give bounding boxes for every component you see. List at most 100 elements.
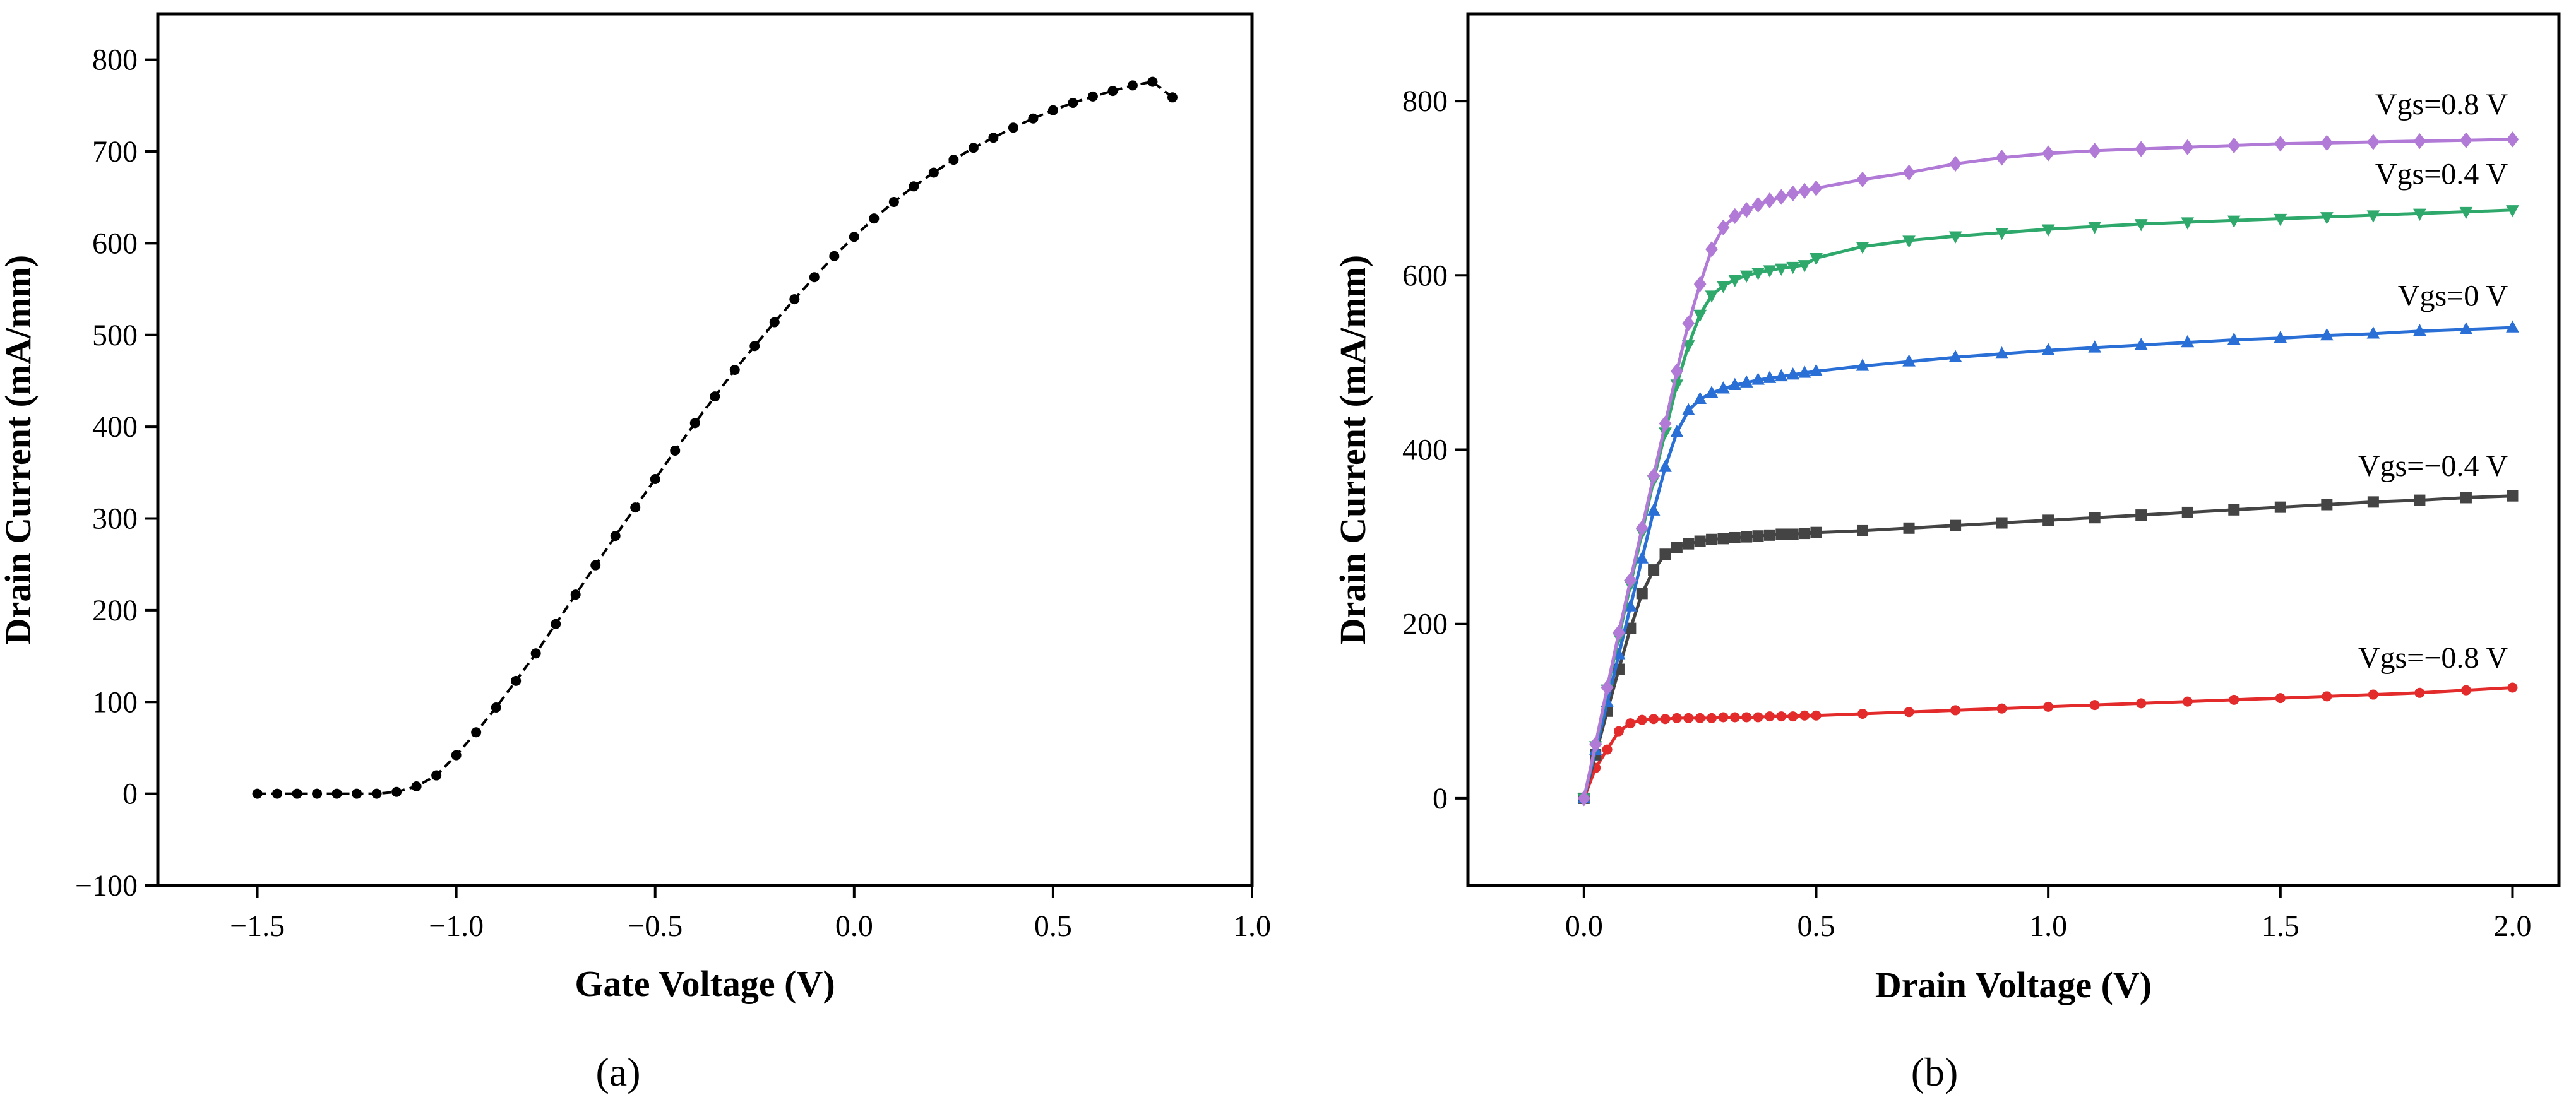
panel-b-series-3-point [2506,205,2519,218]
panel-b-series-1-point [1799,528,1811,540]
panel-b-series-1-point [2460,492,2472,504]
panel-a-series-0-point [551,619,561,629]
panel-b-series-2-point [1635,551,1649,564]
panel-b-series-4-point [2088,143,2101,159]
panel-a: −1.5 −1.0 −0.5 0.0 0.5 1.0 −100 0 100 200 300 400 50… [0,12,1271,1094]
panel-a-label: (a) [595,1050,640,1094]
panel-b-series-0-point [2414,687,2425,698]
panel-a-y-tick-label: 200 [92,594,138,627]
panel-b-series-1-point [1787,528,1799,540]
panel-a-series-0-point [769,317,780,328]
panel-b-series-1-point [1671,542,1683,554]
panel-b-y-axis-label: Drain Current (mA/mm) [1332,255,1373,644]
panel-a-series-0-point [371,788,382,799]
panel-b-series-2-point [1798,365,1811,378]
panel-b-series-1-point [1694,535,1706,547]
panel-a-series-0-point [948,155,959,165]
panel-b-y-tick-label: 400 [1402,434,1448,467]
panel-b-series-0-point [2507,682,2518,693]
panel-b-series-2-point [2366,326,2380,339]
panel-b-series-3-point [2134,219,2148,232]
panel-b-series-4-point [1786,185,1799,202]
panel-a-y-tick-label: 300 [92,502,138,536]
panel-b-series-4-point [1902,164,1916,181]
panel-b-series-2-point [2274,331,2287,343]
panel-b-series-1-point [1648,564,1660,576]
panel-b-series-3-point [1774,263,1788,276]
panel-b-series-4-point [1810,180,1823,196]
panel-b-series-4-point [2460,132,2472,148]
panel-a-series-line-0 [257,80,1174,795]
panel-b-series-2-point [2227,332,2241,345]
panel-b-series-1-point [2135,509,2147,521]
panel-b-series-4-point [1751,196,1765,213]
panel-b-series-3-point [1995,227,2008,240]
panel-a-series-0-point [909,181,919,192]
panel-a-y-axis-label: Drain Current (mA/mm) [0,255,39,644]
panel-b-x-tick-label: 2.0 [2493,909,2531,943]
panel-b-series-0-point [1613,726,1624,737]
panel-b-series-3-point [1705,290,1719,303]
panel-b-series-0-point [1857,708,1868,719]
panel-b-series-1-point [1729,531,1741,543]
panel-a-series-0-point [590,560,601,571]
panel-b-series-2-point [2041,343,2055,355]
panel-b-series-4-point [2506,131,2519,148]
panel-b-series-1-point [1903,522,1915,534]
panel-a-y-tick-label: 100 [92,685,138,719]
panel-b-series-0-point [1799,710,1810,721]
panel-b-series-3-point [2181,217,2195,230]
panel-b-series-4-point [1693,276,1707,292]
panel-b-series-2-point [2088,340,2102,353]
panel-b-x-tick-label: 1.5 [2262,909,2299,943]
panel-a-series-0-point [789,294,800,305]
panel-b-series-3-point [1717,281,1730,293]
panel-b-series-1-point [1810,526,1822,538]
panel-b-series-2-point [2181,334,2195,348]
panel-a-x-tick-label: 0.5 [1034,909,1072,943]
panel-a-series-0-point [1167,92,1178,103]
panel-a-series-0-point [729,365,740,376]
panel-b-series-0-point [1764,711,1775,722]
panel-b-series-0-point [1753,712,1763,723]
panel-a-series-0-point [411,781,422,792]
panel-b-series-0-point [1718,712,1729,723]
panel-b-series-4-point [1624,572,1637,589]
panel-b-series-0-point [1811,710,1822,721]
panel-b-series-1-point [1683,538,1695,550]
panel-b-series-4-point [1949,155,1962,172]
panel-b-series-3-point [1948,231,1962,244]
panel-b-series-4-point [1682,315,1695,331]
panel-b-series-4-point [2320,134,2334,151]
panel-a-y-tick-label: 400 [92,410,138,444]
panel-a-series-0-point [928,167,939,178]
panel-b-series-2-point [1728,377,1742,390]
panel-a-series-0-point [968,143,979,153]
panel-b-series-3-point [1693,309,1707,323]
panel-a-series-0-point [491,702,501,713]
panel-b-series-1-point [2181,506,2193,518]
panel-b-series-4-point [2413,133,2426,150]
panel-b-series-2-point [1670,425,1684,437]
panel-b-series-2-point [2134,338,2148,350]
panel-b-series-2-point [1948,350,1962,362]
panel-b-y-tick-label: 600 [1402,259,1448,292]
panel-b-series-1-point [2089,512,2101,524]
panel-a-series-0-point [988,133,999,143]
panel-b-series-line-4 [1582,138,2513,799]
panel-b-series-4-point [1728,208,1741,224]
panel-a-series-0-point [849,232,859,242]
panel-b-series-label-1: Vgs=0.4 V [2375,157,2508,191]
panel-b-y-tick-label: 800 [1402,85,1448,118]
panel-b-series-2-point [1659,459,1672,472]
panel-b-series-0-point [1625,718,1636,729]
panel-b-series-4-point [1659,415,1672,432]
panel-b-series-0-point [1683,713,1694,723]
panel-b-series-3-point [2459,206,2473,220]
panel-b-series-3-point [2413,208,2426,221]
panel-a-series-0-point [272,788,283,799]
panel-b-series-2-point [1751,372,1765,385]
panel-b-series-2-point [2413,323,2426,336]
panel-b-series-3-point [1739,270,1753,283]
panel-b-series-2-point [1902,354,1916,367]
